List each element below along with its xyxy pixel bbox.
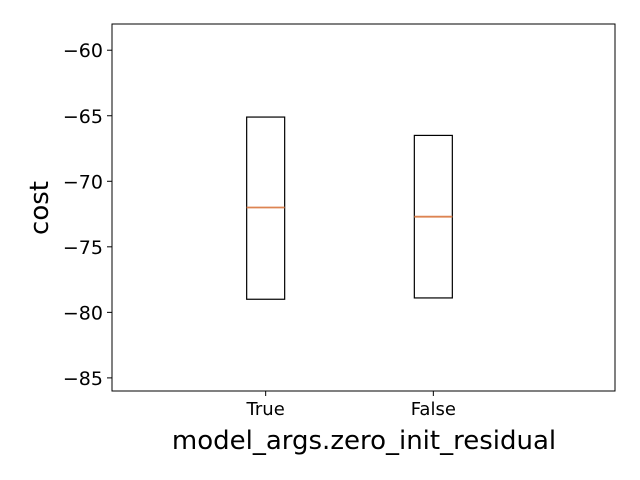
y-tick-label: −85	[63, 368, 103, 390]
x-tick-label: True	[246, 399, 285, 420]
y-tick-label: −80	[63, 302, 103, 324]
y-tick-label: −65	[63, 106, 103, 128]
y-axis-label: cost	[25, 181, 55, 235]
x-axis: True False	[246, 391, 456, 420]
x-tick-label: False	[411, 399, 456, 420]
x-axis-label: model_args.zero_init_residual	[172, 426, 556, 456]
y-tick-label: −75	[63, 237, 103, 259]
y-axis: −85 −80 −75 −70 −65 −60	[63, 40, 112, 390]
y-tick-label: −70	[63, 171, 103, 193]
y-tick-label: −60	[63, 40, 103, 62]
plot-area	[111, 23, 616, 392]
boxes	[246, 116, 453, 300]
